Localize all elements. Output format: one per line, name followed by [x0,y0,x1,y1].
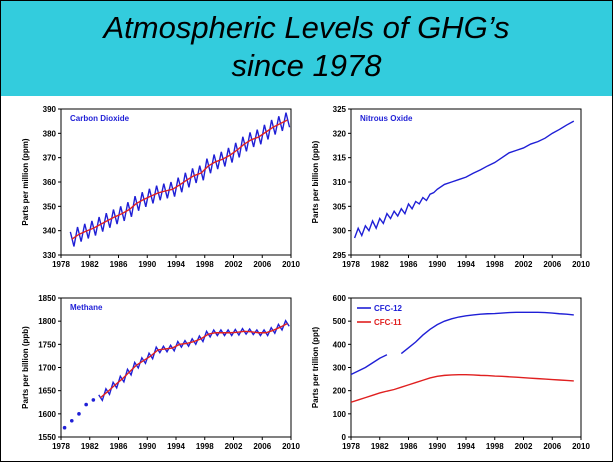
plot-frame [60,108,292,256]
data-point [62,425,67,430]
y-tick-label: 305 [333,202,347,211]
y-axis-label: Parts per trillion (ppt) [311,327,320,409]
y-axis-label: Parts per million (ppm) [21,138,30,225]
charts: 330 340 350 360 370 380 390 1978 1982 1986 1990 199… [21,105,590,451]
x-tick-label: 1986 [110,442,128,451]
y-tick-label: 325 [333,105,347,114]
y-tick-label: 600 [333,294,347,303]
x-tick-label: 1986 [400,260,418,269]
x-tick-label: 2002 [515,260,533,269]
y-tick-label: 500 [333,317,347,326]
chart-label: Nitrous Oxide [360,114,413,123]
series-line [400,311,574,355]
x-tick-label: 2002 [225,260,243,269]
y-tick-label: 200 [333,387,347,396]
y-tick-label: 330 [43,251,57,260]
series-line [353,120,575,239]
y-tick-label: 380 [43,129,57,138]
y-tick-label: 1750 [38,340,56,349]
y-tick-label: 370 [43,154,57,163]
x-tick-label: 1982 [371,260,389,269]
x-tick-label: 1982 [81,442,99,451]
plot-frame [60,297,292,438]
x-tick-label: 2010 [282,442,300,451]
y-tick-label: 300 [333,227,347,236]
plot-frame [350,108,582,256]
data-point [69,418,74,423]
chart-label: Methane [70,303,103,312]
y-tick-label: 400 [333,340,347,349]
header: Atmospheric Levels of GHG’s since 1978 [1,1,612,96]
x-tick-label: 1998 [486,260,504,269]
y-tick-label: 1850 [38,294,56,303]
x-tick-label: 1986 [110,260,128,269]
chart-label: Carbon Dioxide [70,114,130,123]
y-tick-label: 1700 [38,364,56,373]
x-tick-label: 1982 [371,442,389,451]
data-point [91,398,96,402]
x-tick-label: 1978 [342,442,360,451]
y-tick-label: 310 [333,178,347,187]
legend-label: CFC-12 [374,304,403,313]
x-tick-label: 2002 [515,442,533,451]
title-line: since 1978 [231,48,382,83]
x-tick-label: 1998 [196,260,214,269]
y-tick-label: 1600 [38,410,56,419]
x-tick-label: 1982 [81,260,99,269]
x-tick-label: 1994 [457,442,475,451]
y-tick-label: 1550 [38,433,56,442]
y-tick-label: 300 [333,364,347,373]
x-tick-label: 2006 [543,260,561,269]
x-tick-label: 2006 [253,260,271,269]
x-tick-label: 1990 [138,260,156,269]
x-tick-label: 1998 [196,442,214,451]
x-tick-label: 1990 [428,260,446,269]
y-tick-label: 320 [333,129,347,138]
y-tick-label: 100 [333,410,347,419]
x-tick-label: 2010 [572,260,590,269]
plot-frame [350,297,582,438]
x-tick-label: 1994 [167,260,185,269]
x-tick-label: 1998 [486,442,504,451]
x-tick-label: 1978 [342,260,360,269]
y-tick-label: 350 [43,202,57,211]
x-tick-label: 1978 [52,442,70,451]
data-point [84,402,88,407]
x-tick-label: 1986 [400,442,418,451]
title-line: Atmospheric Levels of GHG’s [103,10,510,45]
y-tick-label: 315 [333,154,347,163]
x-tick-label: 1994 [167,442,185,451]
y-tick-label: 1650 [38,387,56,396]
y-tick-label: 340 [43,227,57,236]
x-tick-label: 1978 [52,260,70,269]
legend-label: CFC-11 [374,318,402,327]
x-tick-label: 2006 [253,442,271,451]
y-tick-label: 1800 [38,317,56,326]
y-tick-label: 295 [333,251,347,260]
series-line [100,322,288,399]
x-tick-label: 1994 [457,260,475,269]
y-tick-label: 0 [342,433,347,442]
series-line [71,119,288,240]
x-tick-label: 2006 [543,442,561,451]
x-tick-label: 2002 [225,442,243,451]
series-line [350,354,388,376]
data-point [77,412,81,416]
x-tick-label: 1990 [138,442,156,451]
series-line [350,373,574,403]
y-axis-label: Parts per billion (ppb) [21,326,30,409]
y-axis-label: Parts per billion (ppb) [311,140,320,223]
x-tick-label: 2010 [282,260,300,269]
y-tick-label: 360 [43,178,57,187]
x-tick-label: 2010 [572,442,590,451]
x-tick-label: 1990 [428,442,446,451]
y-tick-label: 390 [43,105,57,114]
